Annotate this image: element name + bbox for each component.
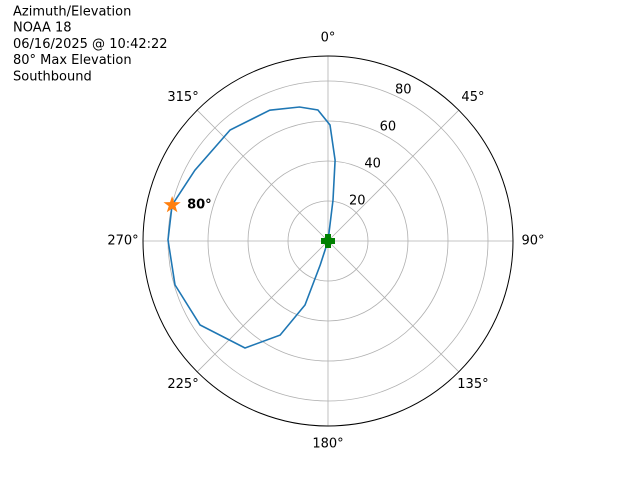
title-line: 06/16/2025 @ 10:42:22	[13, 37, 168, 52]
title-line: NOAA 18	[13, 21, 72, 36]
theta-tick-label: 315°	[167, 90, 198, 105]
r-tick-label: 20	[349, 194, 366, 209]
title-line: Azimuth/Elevation	[13, 5, 131, 20]
theta-tick-label: 270°	[107, 234, 138, 249]
angular-grid-line	[327, 240, 460, 373]
theta-tick-label: 90°	[521, 234, 544, 249]
r-tick-label: 40	[364, 157, 381, 172]
theta-tick-label: 45°	[461, 90, 484, 105]
theta-tick-label: 135°	[457, 377, 488, 392]
theta-tick-label: 0°	[321, 31, 336, 46]
angular-grid-line	[196, 240, 329, 373]
pass-track	[167, 106, 336, 349]
max-annotation: 80°	[187, 198, 212, 213]
title-line: Southbound	[13, 69, 92, 84]
angular-grid-line	[196, 109, 329, 242]
max-marker	[163, 196, 181, 213]
theta-tick-label: 225°	[167, 377, 198, 392]
start-marker	[321, 234, 335, 248]
outer-frame	[142, 55, 514, 427]
title-line: 80° Max Elevation	[13, 53, 132, 68]
angular-grid-line	[327, 109, 460, 242]
theta-tick-label: 180°	[312, 437, 343, 452]
r-tick-label: 60	[380, 120, 397, 135]
r-tick-label: 80	[395, 83, 412, 98]
